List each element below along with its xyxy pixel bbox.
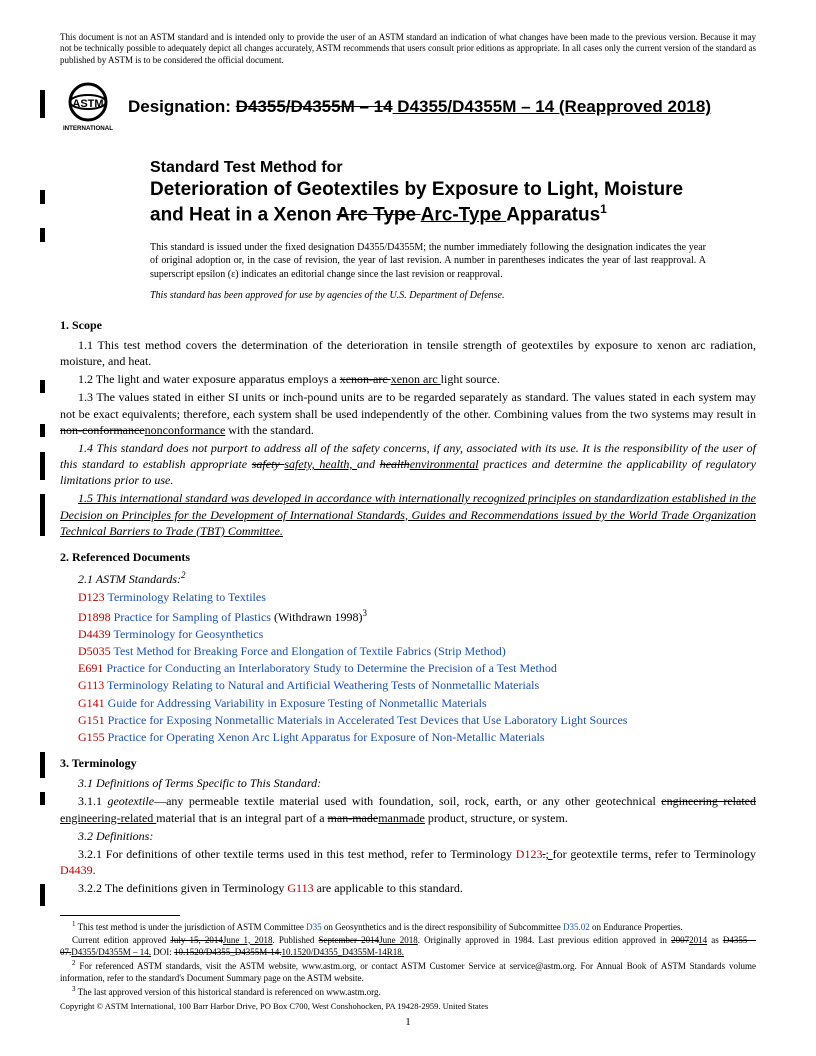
footnote-3: 3 The last approved version of this hist… — [60, 985, 756, 998]
change-bar — [40, 90, 45, 118]
reference-item: D4439 Terminology for Geosynthetics — [78, 626, 756, 642]
para-3-1: 3.1 Definitions of Terms Specific to Thi… — [60, 775, 756, 791]
title-line1: Deterioration of Geotextiles by Exposure… — [150, 179, 683, 200]
reference-item: E691 Practice for Conducting an Interlab… — [78, 660, 756, 676]
title-main: Deterioration of Geotextiles by Exposure… — [150, 178, 716, 227]
para-1-5: 1.5 This international standard was deve… — [60, 490, 756, 539]
std-code: D5035 — [78, 644, 111, 658]
std-code: E691 — [78, 661, 103, 675]
footnote-rule — [60, 915, 180, 916]
header-row: ASTM INTERNATIONAL Designation: D4355/D4… — [60, 80, 756, 136]
svg-text:ASTM: ASTM — [72, 98, 103, 110]
para-3-2-2: 3.2.2 The definitions given in Terminolo… — [60, 880, 756, 896]
footnote-1-cont: Current edition approved July 15, 2014Ju… — [60, 934, 756, 958]
std-title: Terminology for Geosynthetics — [111, 627, 264, 641]
title-strike: Arc Type — [336, 204, 420, 225]
reference-item: G113 Terminology Relating to Natural and… — [78, 677, 756, 693]
reference-item: G151 Practice for Exposing Nonmetallic M… — [78, 712, 756, 728]
std-title: Terminology Relating to Textiles — [105, 590, 266, 604]
change-bar — [40, 190, 45, 204]
change-bar — [40, 884, 45, 906]
footnote-2: 2 For referenced ASTM standards, visit t… — [60, 959, 756, 984]
designation-line: Designation: D4355/D4355M – 14 D4355/D43… — [128, 96, 711, 119]
change-bar — [40, 792, 45, 805]
title-new: Arc-Type — [421, 204, 507, 225]
reference-item: G141 Guide for Addressing Variability in… — [78, 695, 756, 711]
svg-text:INTERNATIONAL: INTERNATIONAL — [63, 125, 113, 132]
copyright-line: Copyright © ASTM International, 100 Barr… — [60, 1001, 488, 1012]
title-lead: Standard Test Method for — [150, 158, 716, 178]
footnote-1: 1 This test method is under the jurisdic… — [60, 920, 756, 933]
reference-item: D1898 Practice for Sampling of Plastics … — [78, 607, 756, 625]
section-1-head: 1. Scope — [60, 317, 756, 333]
designation-label: Designation: — [128, 97, 236, 116]
approved-note: This standard has been approved for use … — [150, 289, 706, 303]
para-1-2: 1.2 The light and water exposure apparat… — [60, 371, 756, 387]
std-title: Practice for Sampling of Plastics — [111, 610, 271, 624]
std-title: Practice for Conducting an Interlaborato… — [103, 661, 557, 675]
title-block: Standard Test Method for Deterioration o… — [150, 158, 716, 227]
change-bar — [40, 424, 45, 437]
para-3-2: 3.2 Definitions: — [60, 828, 756, 844]
designation-old: D4355/D4355M – 14 — [236, 97, 393, 116]
reference-list: D123 Terminology Relating to Textiles D18… — [78, 589, 756, 745]
std-title: Test Method for Breaking Force and Elong… — [111, 644, 506, 658]
title-sup: 1 — [600, 202, 607, 216]
footnotes-block: 1 This test method is under the jurisdic… — [60, 920, 756, 999]
change-bar — [40, 452, 45, 480]
std-code: G113 — [78, 678, 104, 692]
issued-note: This standard is issued under the fixed … — [150, 241, 706, 282]
std-title: Practice for Operating Xenon Arc Light A… — [105, 730, 545, 744]
para-2-1: 2.1 ASTM Standards:2 — [60, 569, 756, 587]
designation-new: D4355/D4355M – 14 (Reapproved 2018) — [393, 97, 711, 116]
reference-item: D123 Terminology Relating to Textiles — [78, 589, 756, 605]
para-3-1-1: 3.1.1 geotextile—any permeable textile m… — [60, 793, 756, 825]
para-1-1: 1.1 This test method covers the determin… — [60, 337, 756, 369]
section-2-head: 2. Referenced Documents — [60, 549, 756, 565]
change-bar — [40, 752, 45, 778]
reference-item: G155 Practice for Operating Xenon Arc Li… — [78, 729, 756, 745]
section-3-head: 3. Terminology — [60, 755, 756, 771]
std-code: G141 — [78, 696, 105, 710]
std-code: D1898 — [78, 610, 111, 624]
std-code: G151 — [78, 713, 105, 727]
reference-item: D5035 Test Method for Breaking Force and… — [78, 643, 756, 659]
change-bar — [40, 380, 45, 393]
page-number: 1 — [0, 1015, 816, 1030]
para-3-2-1: 3.2.1 For definitions of other textile t… — [60, 846, 756, 878]
para-1-3: 1.3 The values stated in either SI units… — [60, 389, 756, 438]
std-code: G155 — [78, 730, 105, 744]
std-title: Guide for Addressing Variability in Expo… — [105, 696, 487, 710]
top-disclaimer: This document is not an ASTM standard an… — [60, 32, 756, 66]
std-code: D4439 — [78, 627, 111, 641]
astm-logo: ASTM INTERNATIONAL — [60, 80, 116, 136]
std-title: Practice for Exposing Nonmetallic Materi… — [105, 713, 628, 727]
change-bar — [40, 228, 45, 242]
title-line2b: Apparatus — [506, 204, 600, 225]
para-1-4: 1.4 This standard does not purport to ad… — [60, 440, 756, 489]
std-title: Terminology Relating to Natural and Arti… — [104, 678, 539, 692]
title-line2a: and Heat in a Xenon — [150, 204, 336, 225]
change-bar — [40, 494, 45, 536]
std-code: D123 — [78, 590, 105, 604]
